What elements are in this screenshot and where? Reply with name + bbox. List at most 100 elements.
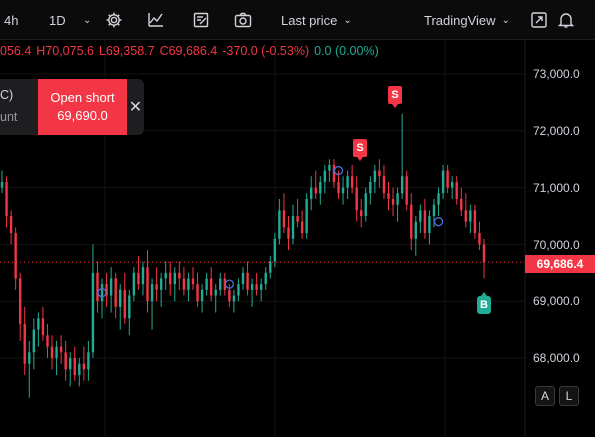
indicator-circles bbox=[97, 165, 444, 298]
candle-down bbox=[255, 284, 258, 290]
candle-down bbox=[178, 272, 181, 279]
candle-down bbox=[146, 267, 149, 302]
candle-down bbox=[246, 272, 249, 290]
candle-up bbox=[373, 170, 377, 182]
gear-icon[interactable] bbox=[105, 11, 123, 29]
candle-up bbox=[159, 278, 163, 290]
candle-up bbox=[250, 284, 254, 290]
candle-down bbox=[446, 170, 449, 188]
candle-up bbox=[323, 170, 327, 182]
candle-down bbox=[332, 164, 336, 182]
candle-up bbox=[187, 278, 190, 290]
candle-up bbox=[328, 164, 331, 171]
buy-marker[interactable]: B bbox=[477, 292, 491, 314]
candle-down bbox=[114, 278, 117, 307]
close-icon[interactable]: ✕ bbox=[128, 99, 143, 116]
candle-up bbox=[419, 210, 422, 222]
auto-scale-button[interactable]: A bbox=[535, 386, 555, 406]
candle-up bbox=[200, 289, 204, 302]
candle-up bbox=[364, 193, 367, 216]
candle-up bbox=[269, 261, 272, 273]
candle-up bbox=[241, 272, 245, 285]
candle-down bbox=[360, 210, 363, 216]
candle-down bbox=[59, 346, 63, 353]
candle-down bbox=[137, 272, 140, 285]
candle-down bbox=[391, 198, 395, 205]
candle-up bbox=[141, 267, 145, 285]
interval-selector[interactable]: 1D bbox=[49, 12, 66, 28]
candle-down bbox=[282, 210, 286, 228]
ohlc-legend: 056.4 H70,075.6 L69,358.7 C69,686.4 -370… bbox=[0, 44, 384, 62]
candle-down bbox=[105, 284, 108, 296]
indicator-circle bbox=[433, 217, 444, 227]
candle-up bbox=[273, 238, 277, 262]
candle-down bbox=[5, 181, 8, 216]
indicator-circle bbox=[333, 165, 344, 176]
order-panel: C) unt Open short 69,690.0 ✕ bbox=[0, 79, 144, 135]
brand-label: TradingView bbox=[424, 12, 496, 28]
candle-up bbox=[414, 221, 417, 239]
price-mode-label: Last price bbox=[281, 12, 338, 28]
indicator-circle bbox=[97, 288, 107, 298]
candle-down bbox=[196, 284, 199, 302]
candle-down bbox=[14, 233, 17, 279]
candle-up bbox=[278, 210, 281, 239]
tradingview-menu[interactable]: TradingView ⌄ bbox=[424, 0, 510, 40]
candle-down bbox=[155, 284, 158, 290]
candle-down bbox=[18, 278, 22, 324]
candle-down bbox=[169, 272, 172, 285]
candle-down bbox=[478, 233, 481, 245]
candle-up bbox=[310, 187, 313, 199]
y-tick-label: 73,000.0 bbox=[533, 67, 580, 81]
candle-down bbox=[455, 181, 458, 199]
candle-down bbox=[228, 289, 231, 302]
y-tick-label: 70,000.0 bbox=[533, 238, 580, 252]
open-short-button[interactable]: Open short 69,690.0 bbox=[38, 79, 127, 135]
candle-up bbox=[437, 193, 440, 205]
candle-down bbox=[23, 323, 26, 364]
candle-up bbox=[305, 198, 308, 234]
expand-icon[interactable] bbox=[530, 11, 548, 29]
candle-up bbox=[109, 278, 113, 296]
candle-down bbox=[123, 289, 126, 319]
candles bbox=[0, 113, 486, 398]
candle-up bbox=[432, 204, 436, 216]
bell-icon[interactable] bbox=[557, 11, 575, 29]
chevron-down-icon[interactable]: ⌄ bbox=[83, 14, 92, 26]
sell-marker[interactable]: S bbox=[353, 139, 367, 161]
candle-down bbox=[50, 346, 54, 358]
sell-marker[interactable]: S bbox=[388, 86, 402, 108]
log-scale-button[interactable]: L bbox=[559, 386, 579, 406]
candle-down bbox=[423, 210, 427, 234]
candle-up bbox=[400, 176, 404, 194]
candle-down bbox=[300, 221, 304, 234]
candle-up bbox=[319, 181, 322, 194]
order-symbol-partial: C) bbox=[0, 88, 14, 102]
symbol-interval-partial[interactable]: 4h bbox=[4, 12, 19, 28]
candle-up bbox=[119, 289, 122, 307]
candle-down bbox=[296, 216, 299, 222]
camera-icon[interactable] bbox=[234, 11, 252, 29]
candle-up bbox=[259, 284, 263, 290]
order-panel-left: C) unt bbox=[0, 79, 38, 135]
y-tick-label: 68,000.0 bbox=[533, 351, 580, 365]
candle-up bbox=[219, 278, 222, 290]
indicators-icon[interactable] bbox=[147, 11, 165, 29]
candle-up bbox=[237, 284, 240, 296]
candle-down bbox=[314, 187, 317, 194]
note-icon[interactable] bbox=[192, 11, 210, 29]
y-tick-label: 72,000.0 bbox=[533, 124, 580, 138]
price-mode-selector[interactable]: Last price ⌄ bbox=[281, 0, 352, 40]
candle-down bbox=[337, 181, 340, 194]
candle-down bbox=[96, 272, 99, 302]
candle-down bbox=[46, 335, 49, 347]
candle-up bbox=[69, 358, 72, 370]
candle-up bbox=[291, 216, 295, 239]
candle-up bbox=[32, 329, 36, 353]
candle-down bbox=[387, 193, 390, 199]
candle-up bbox=[132, 272, 136, 296]
candle-down bbox=[64, 352, 67, 370]
candle-down bbox=[209, 278, 213, 296]
candle-down bbox=[191, 278, 195, 285]
